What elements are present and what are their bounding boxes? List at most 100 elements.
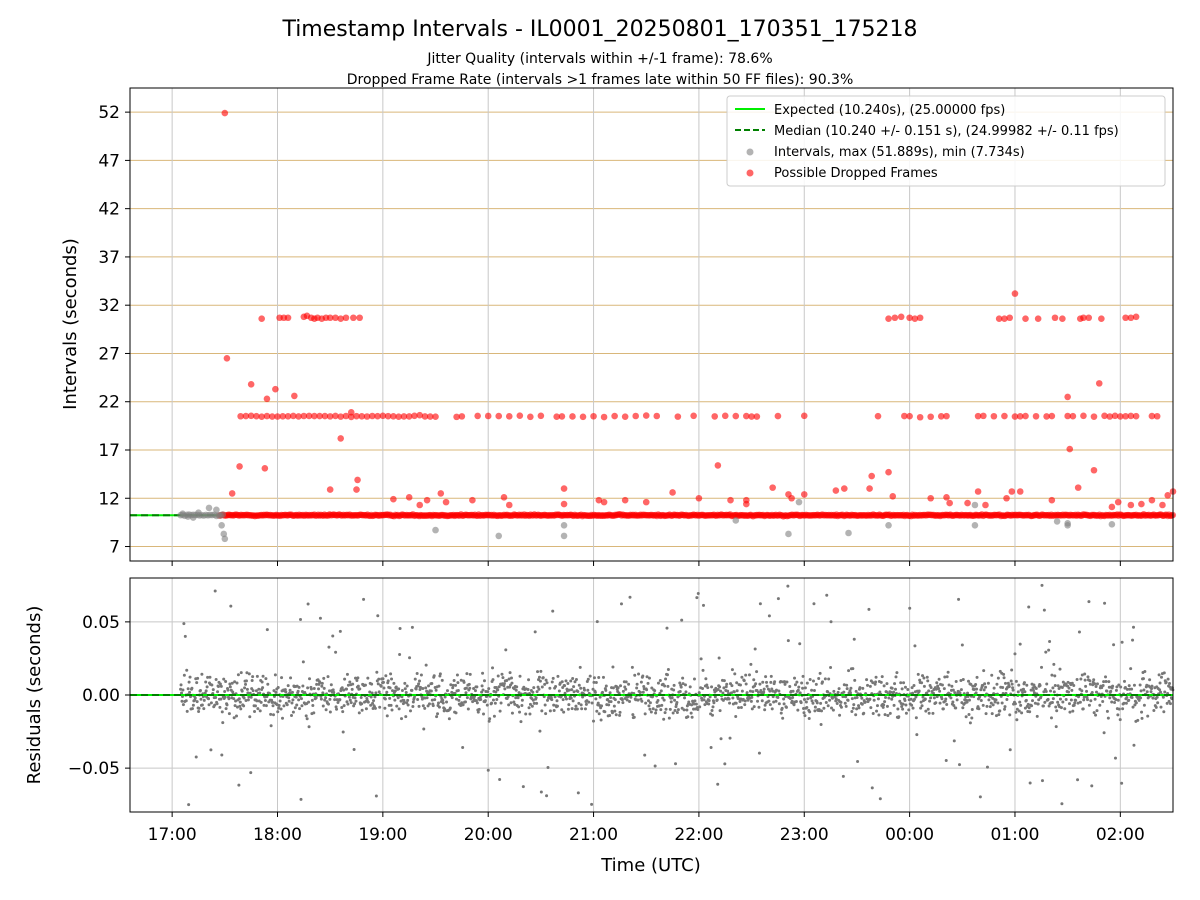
residual-point [659, 708, 663, 712]
residual-point [931, 711, 935, 715]
residual-point [777, 702, 781, 706]
residual-point [578, 665, 582, 669]
residual-point [745, 691, 749, 695]
residual-point [314, 696, 318, 700]
residual-point [390, 677, 394, 681]
residual-point [283, 688, 287, 692]
residual-point [628, 699, 632, 703]
residual-point [713, 695, 717, 699]
residual-point [492, 714, 496, 718]
residual-point [698, 705, 702, 709]
residual-point [1095, 690, 1099, 694]
residual-point [1092, 678, 1096, 682]
dropped-frame-point [1011, 290, 1019, 297]
residual-point [727, 697, 731, 701]
residual-point [692, 702, 696, 706]
residual-point [271, 700, 275, 704]
residual-point [938, 701, 942, 705]
residual-point [757, 705, 761, 709]
residual-point [510, 681, 514, 685]
residual-point [842, 683, 846, 687]
residual-point [912, 697, 916, 701]
residual-point [714, 686, 718, 690]
residual-point [1011, 686, 1015, 690]
residual-point [1052, 662, 1056, 666]
residual-point [601, 690, 605, 694]
residual-point [552, 708, 556, 712]
residual-point [796, 708, 800, 712]
residual-point [751, 690, 755, 694]
residual-point [763, 703, 767, 707]
residual-point [299, 797, 303, 801]
residual-point [743, 703, 747, 707]
residual-point [661, 696, 665, 700]
residual-point [372, 699, 376, 703]
residual-point [719, 689, 723, 693]
residual-point [1044, 690, 1048, 694]
residual-point [897, 715, 901, 719]
residual-point [757, 751, 761, 755]
residual-point [822, 706, 826, 710]
residual-point [370, 691, 374, 695]
residual-point [534, 696, 538, 700]
residual-point [253, 709, 257, 713]
residual-point [592, 680, 596, 684]
residual-point [902, 681, 906, 685]
residual-point [633, 673, 637, 677]
residual-point [247, 672, 251, 676]
residual-point [348, 680, 352, 684]
dropped-frame-point [714, 462, 722, 469]
dropped-frame-point [866, 485, 873, 492]
residual-point [465, 696, 469, 700]
residual-point [1156, 701, 1160, 705]
residual-point [884, 690, 888, 694]
residual-point [845, 687, 849, 691]
residual-point [1088, 679, 1092, 683]
residual-point [653, 689, 657, 693]
residual-point [686, 715, 690, 719]
residual-point [916, 672, 920, 676]
residual-point [705, 683, 709, 687]
residual-point [1132, 743, 1136, 747]
residual-point [430, 698, 434, 702]
residual-point [309, 687, 313, 691]
residual-point [699, 657, 703, 661]
residual-point [475, 701, 479, 705]
residual-point [258, 709, 262, 713]
residual-point [901, 707, 905, 711]
residual-point [731, 696, 735, 700]
residual-point [970, 708, 974, 712]
residual-point [1078, 700, 1082, 704]
dropped-frame-point [311, 412, 318, 420]
residual-point [744, 673, 748, 677]
residual-point [841, 774, 845, 778]
residual-point [305, 717, 309, 721]
residual-point [586, 688, 590, 692]
residual-point [1018, 700, 1022, 704]
residual-point [228, 685, 232, 689]
residual-point [187, 680, 191, 684]
residual-point [805, 705, 809, 709]
residual-point [868, 697, 872, 701]
residual-point [696, 708, 700, 712]
residual-point [776, 695, 780, 699]
residual-point [742, 679, 746, 683]
residual-point [190, 686, 194, 690]
dropped-frame-point [832, 487, 840, 494]
residual-point [756, 699, 760, 703]
residual-point [646, 681, 650, 685]
residual-point [195, 681, 199, 685]
dropped-frame-point [553, 413, 560, 420]
residual-point [678, 689, 682, 693]
interval-point [221, 535, 229, 543]
residual-point [345, 700, 349, 704]
residual-point [431, 704, 435, 708]
residual-point [456, 688, 460, 692]
residual-point [1130, 687, 1134, 691]
residual-point [730, 668, 734, 672]
residual-point [1047, 704, 1051, 708]
residual-point [1157, 673, 1161, 677]
legend-expected-label: Expected (10.240s), (25.00000 fps) [774, 103, 1005, 118]
residual-point [972, 688, 976, 692]
residual-point [855, 695, 859, 699]
